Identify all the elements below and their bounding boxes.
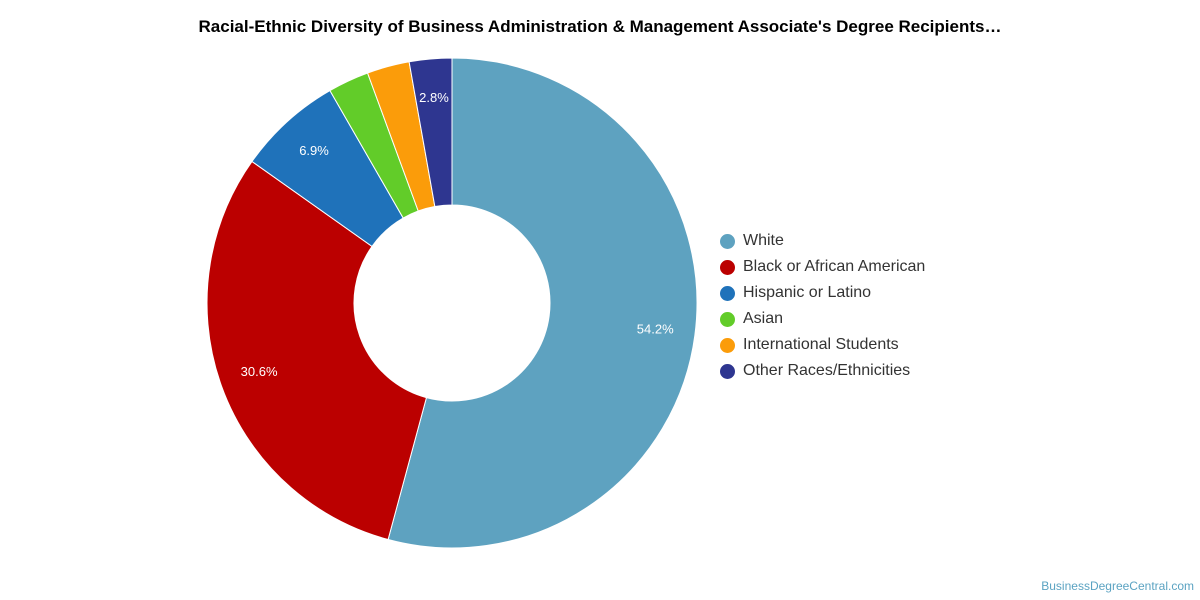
data-label-black-or-african-american: 30.6% bbox=[241, 364, 278, 379]
legend-label: International Students bbox=[743, 336, 899, 353]
legend-label: Hispanic or Latino bbox=[743, 284, 872, 301]
legend-swatch bbox=[720, 259, 735, 275]
site-credit[interactable]: BusinessDegreeCentral.com bbox=[1041, 579, 1194, 593]
legend-item-asian[interactable]: Asian bbox=[720, 306, 925, 332]
legend-item-other-races-ethnicities[interactable]: Other Races/Ethnicities bbox=[720, 358, 925, 384]
data-label-white: 54.2% bbox=[637, 321, 674, 336]
legend-label: Black or African American bbox=[743, 258, 926, 275]
slice-other-races-ethnicities[interactable] bbox=[408, 57, 453, 208]
data-label-hispanic-or-latino: 6.9% bbox=[299, 143, 329, 158]
legend: White Black or African American Hispanic o… bbox=[720, 228, 925, 384]
data-label-other-races-ethnicities: 2.8% bbox=[419, 90, 449, 105]
legend-label: Other Races/Ethnicities bbox=[743, 362, 911, 379]
slice-white[interactable] bbox=[387, 57, 698, 549]
legend-swatch bbox=[720, 311, 735, 327]
legend-swatch bbox=[720, 337, 735, 353]
legend-swatch bbox=[720, 285, 735, 301]
legend-item-white[interactable]: White bbox=[720, 228, 925, 254]
chart-title: Racial-Ethnic Diversity of Business Admi… bbox=[198, 17, 1002, 36]
legend-label: White bbox=[743, 232, 784, 249]
legend-label: Asian bbox=[743, 310, 784, 327]
legend-item-hispanic-or-latino[interactable]: Hispanic or Latino bbox=[720, 280, 925, 306]
slice-black-or-african-american[interactable] bbox=[206, 160, 428, 541]
legend-swatch bbox=[720, 233, 735, 249]
legend-item-international-students[interactable]: International Students bbox=[720, 332, 925, 358]
legend-swatch bbox=[720, 363, 735, 379]
legend-item-black-or-african-american[interactable]: Black or African American bbox=[720, 254, 925, 280]
